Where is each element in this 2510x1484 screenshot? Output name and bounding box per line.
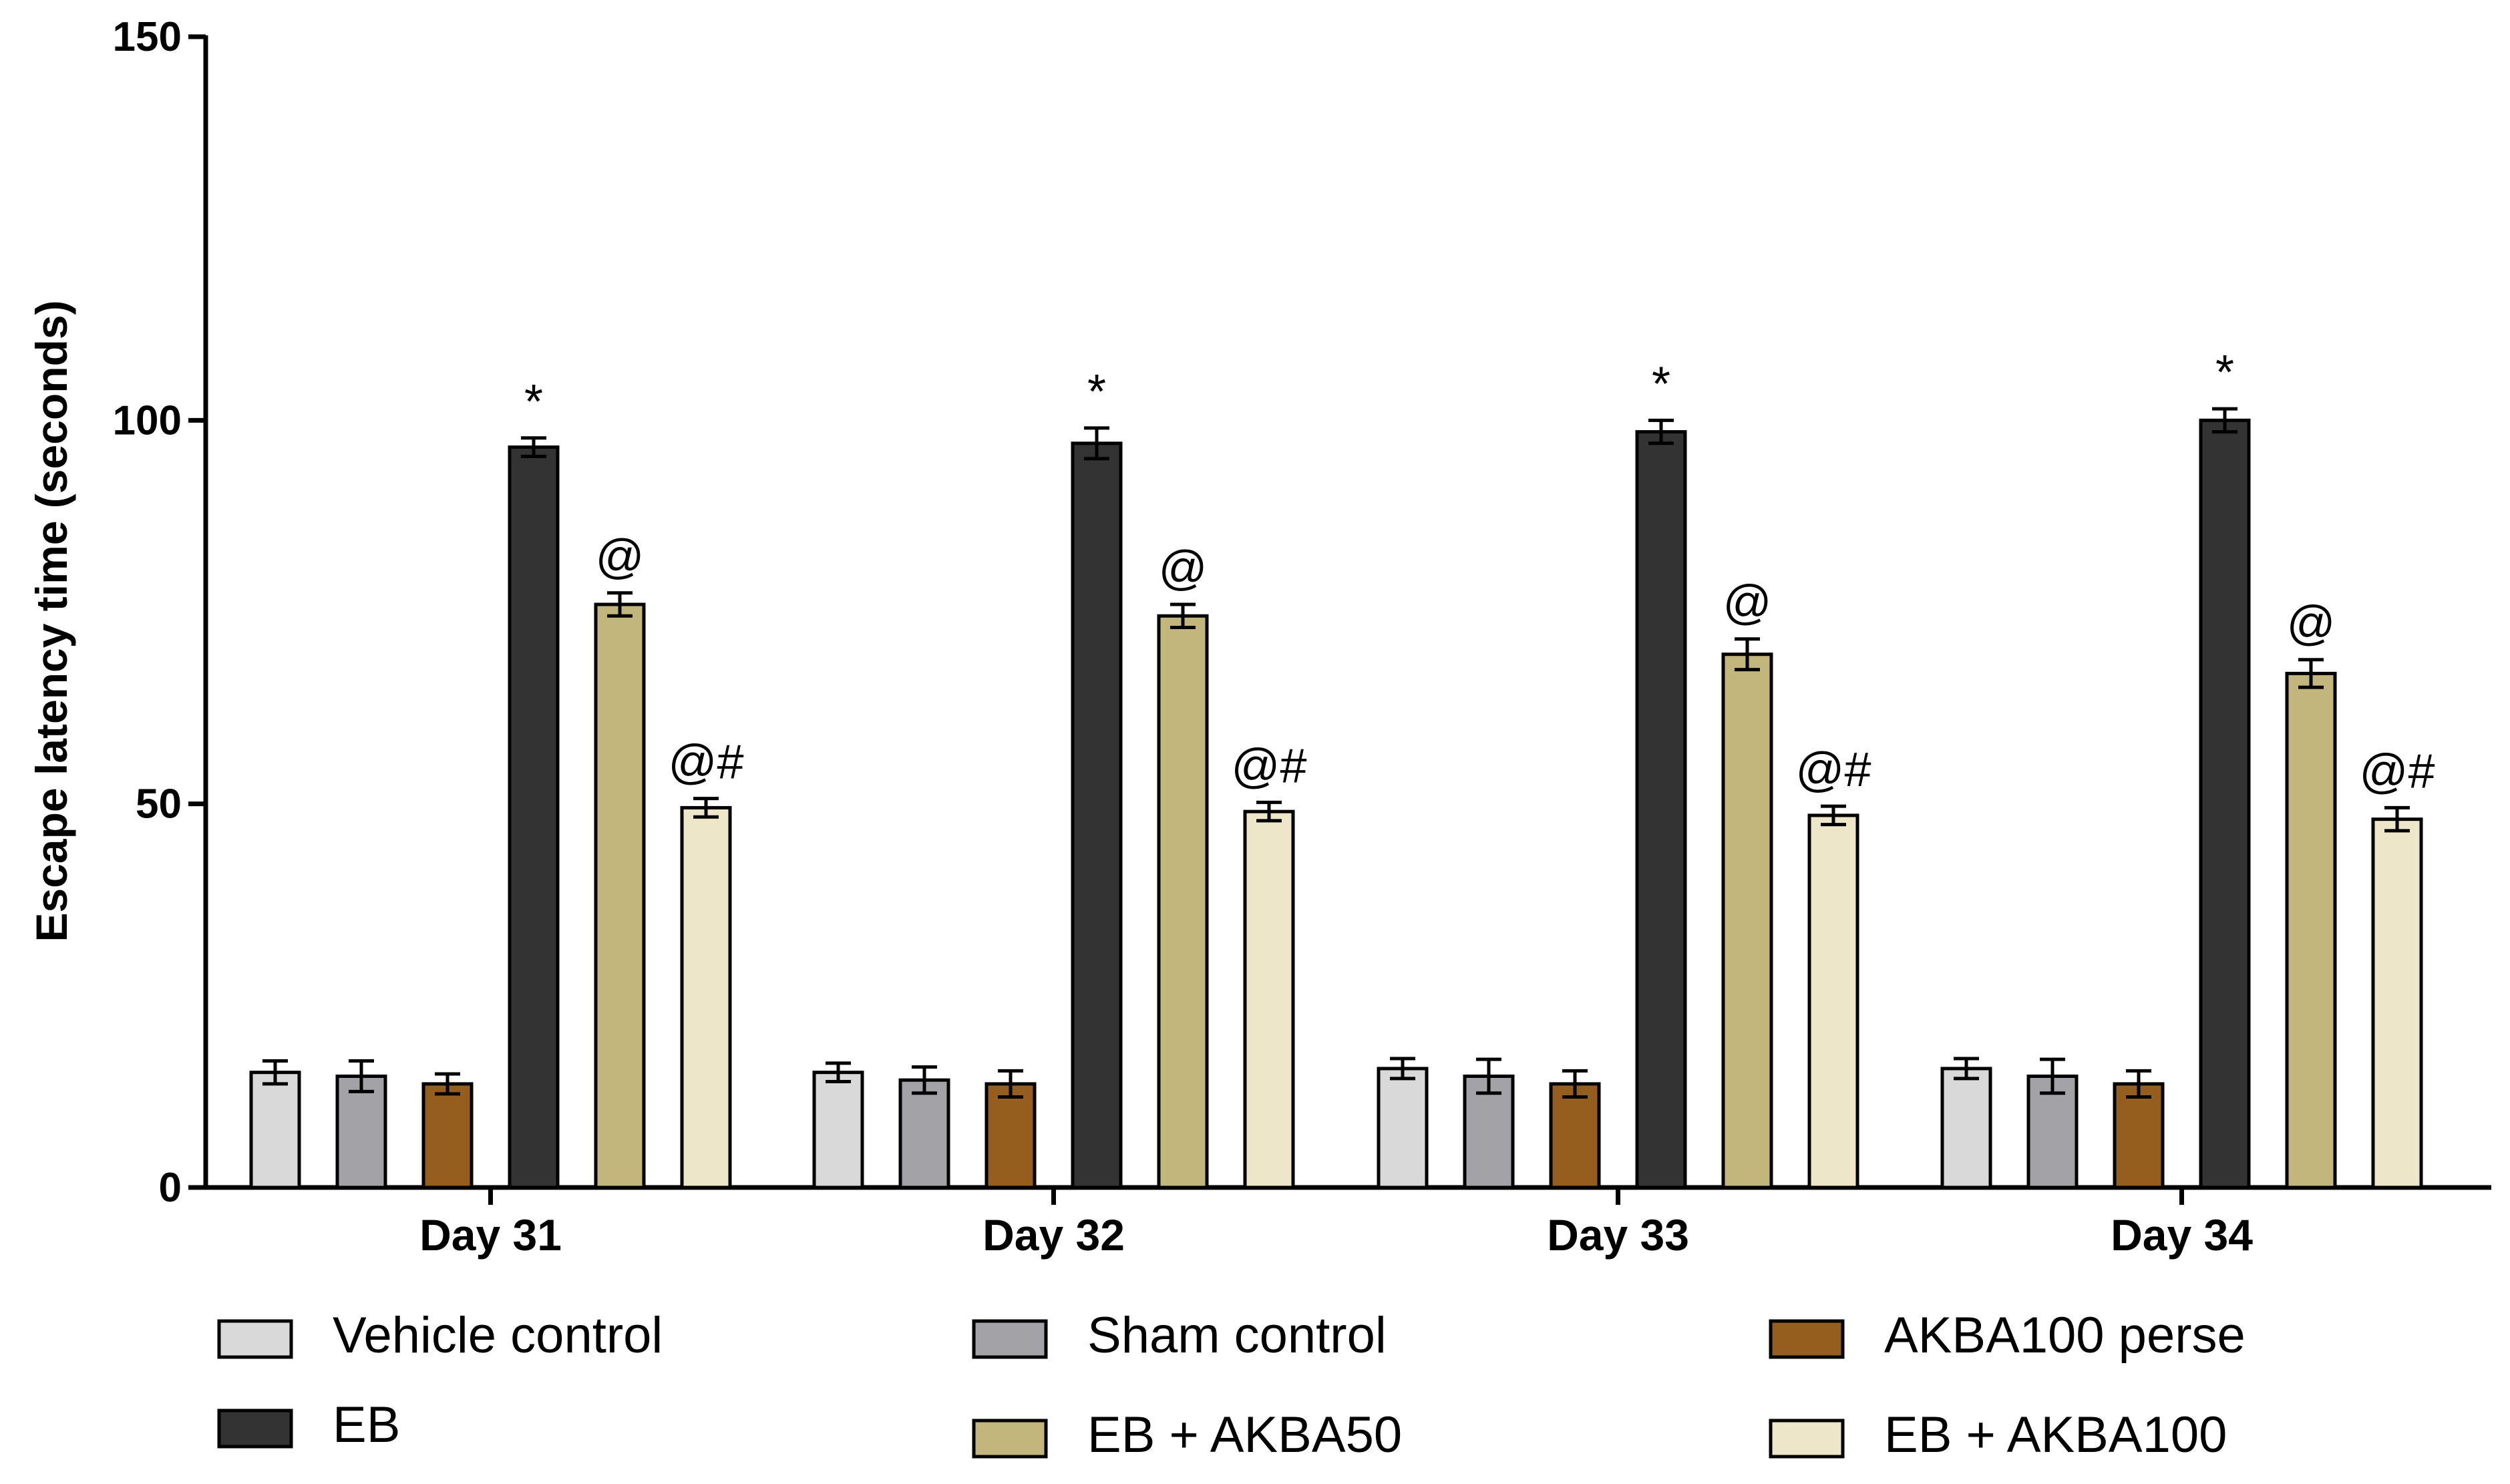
legend-swatch	[1769, 1419, 1845, 1459]
x-tick-label: Day 31	[419, 1210, 562, 1260]
legend-swatch	[972, 1419, 1048, 1459]
legend-label: EB + AKBA50	[1087, 1407, 1402, 1463]
legend-swatch	[217, 1319, 293, 1359]
significance-label: @	[1723, 576, 1771, 630]
bar	[1157, 614, 1209, 1189]
significance-label: *	[1652, 357, 1670, 411]
bar	[1377, 1067, 1429, 1189]
significance-label: @	[1158, 542, 1207, 595]
bars: * @ @# * @ @# * @ @# * @ @#	[249, 346, 2435, 1189]
legend-label: Sham control	[1087, 1307, 1387, 1364]
significance-label: @#	[668, 736, 743, 789]
x-tick-label: Day 34	[2111, 1210, 2253, 1260]
bar	[594, 602, 646, 1189]
y-tick-label: 50	[136, 781, 182, 827]
bar	[1940, 1067, 1992, 1189]
legend-label: EB	[333, 1397, 400, 1453]
significance-label: *	[2215, 346, 2234, 399]
bar	[2113, 1082, 2165, 1189]
significance-label: @	[2286, 597, 2335, 651]
significance-label: @#	[1795, 743, 1871, 797]
bar	[2285, 671, 2337, 1189]
bar	[2199, 418, 2251, 1189]
significance-label: *	[1087, 365, 1106, 419]
legend-swatch	[1769, 1319, 1845, 1359]
significance-label: @#	[1231, 739, 1306, 793]
bar	[1549, 1082, 1601, 1189]
bar	[1807, 813, 1859, 1189]
bar	[984, 1082, 1037, 1189]
legend-swatch	[972, 1319, 1048, 1359]
bar	[508, 445, 560, 1189]
bar	[335, 1074, 387, 1189]
legend-label: Vehicle control	[333, 1307, 663, 1364]
y-tick-label: 0	[159, 1165, 182, 1211]
bar	[1071, 441, 1123, 1189]
bar	[249, 1071, 301, 1189]
bar	[1721, 653, 1773, 1189]
y-tick-label: 150	[113, 14, 182, 60]
axes: 0 50 100 150 Escape latency time (seconds) Da…	[27, 14, 2491, 1260]
significance-label: @#	[2359, 745, 2435, 798]
bar	[2371, 817, 2423, 1189]
bar	[1635, 430, 1687, 1189]
bar	[680, 805, 732, 1189]
bar	[898, 1078, 950, 1189]
y-tick-label: 100	[113, 397, 182, 443]
bar	[812, 1071, 864, 1189]
significance-label: *	[524, 375, 543, 429]
significance-label: @	[595, 530, 644, 584]
x-tick-label: Day 32	[982, 1210, 1125, 1260]
legend-label: AKBA100 perse	[1884, 1307, 2246, 1364]
bar	[421, 1082, 474, 1189]
y-axis-title: Escape latency time (seconds)	[27, 300, 76, 942]
legend: Vehicle control Sham control AKBA100 perse…	[217, 1307, 2246, 1463]
bar	[1243, 809, 1295, 1189]
legend-label: EB + AKBA100	[1884, 1407, 2227, 1463]
x-tick-label: Day 33	[1547, 1210, 1689, 1260]
legend-swatch	[217, 1409, 293, 1449]
